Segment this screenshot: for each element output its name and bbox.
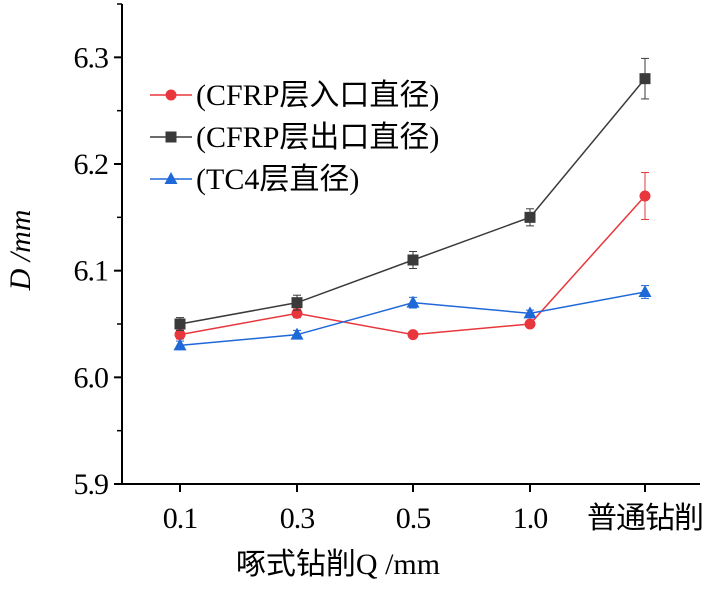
y-tick-label: 6.1 [74,255,109,288]
legend-label: (CFRP层入口直径) [196,79,439,112]
y-tick-label: 5.9 [74,468,109,501]
y-tick-label: 6.0 [74,361,109,394]
axes: 5.9 6.0 6.1 6.2 6.3 0.1 0.3 0.5 1.0 普通钻削 [74,3,704,535]
data-point [639,73,651,85]
data-point [524,211,536,223]
data-point [639,190,651,202]
data-point [174,318,186,330]
data-point [291,297,303,309]
data-point [407,254,419,266]
legend-item-2: (CFRP层出口直径) [150,121,439,154]
series-line [179,78,646,325]
x-tick-label: 0.1 [163,502,198,535]
x-tick-label: 1.0 [513,502,548,535]
data-point [638,285,652,297]
data-point [290,327,304,340]
x-tick-label: 普通钻削 [587,502,703,535]
data-point [524,318,536,330]
legend-marker [164,172,178,184]
x-tick-label: 0.5 [396,502,431,535]
legend-item-3: (TC4层直径) [150,163,359,196]
x-axis-title: 啄式钻削Q /mm [236,548,440,581]
data-point [523,306,537,319]
series-2 [174,57,651,331]
data-point [406,295,420,308]
y-axis-title: D /mm [4,210,37,292]
legend-marker [165,131,177,143]
legend-marker [165,89,177,101]
legend-label: (TC4层直径) [196,163,359,196]
series-layer [173,57,652,351]
data-point [174,329,186,341]
data-point [407,329,419,341]
legend-label: (CFRP层出口直径) [196,121,439,154]
y-tick-label: 6.3 [74,41,109,74]
series-3 [173,285,652,351]
data-point [173,338,187,351]
legend-item-1: (CFRP层入口直径) [150,79,439,112]
legend: (CFRP层入口直径) (CFRP层出口直径) (TC4层直径) [150,79,439,196]
y-tick-label: 6.2 [74,148,109,181]
x-tick-label: 0.3 [280,502,315,535]
